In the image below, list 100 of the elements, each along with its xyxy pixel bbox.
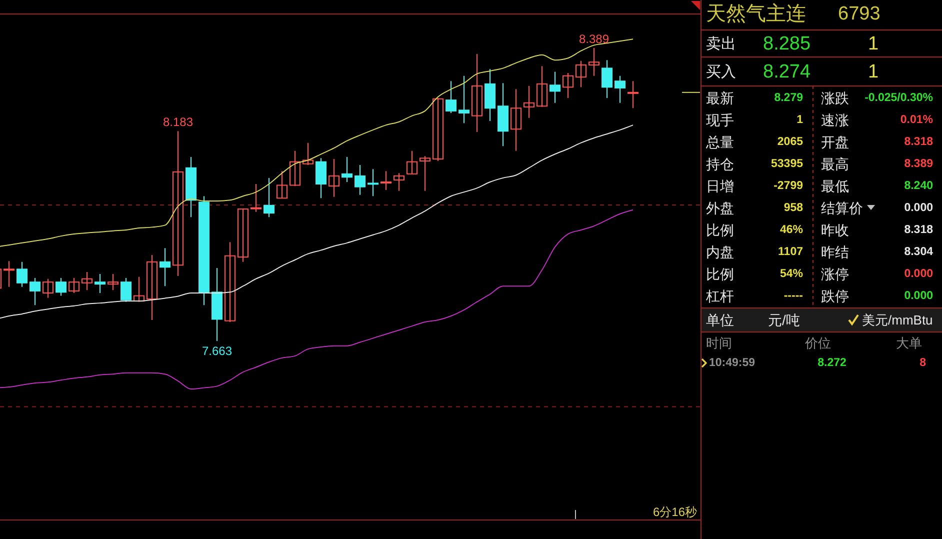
text: 8.274 [763, 62, 811, 82]
text: 单位 [706, 312, 734, 328]
text: 10:49:59 [709, 357, 756, 369]
text: 1 [796, 114, 804, 126]
text: 元/吨 [768, 312, 800, 328]
text: 现手 [706, 112, 734, 128]
candlestick [30, 278, 40, 306]
text: 1 [868, 34, 879, 54]
text: 最高 [821, 156, 849, 172]
candlestick [42, 278, 54, 298]
text: 8 [920, 357, 927, 369]
text: 1107 [778, 246, 803, 258]
candlestick [458, 75, 470, 124]
text: 涨跌 [821, 90, 849, 106]
text: 8.304 [904, 246, 934, 258]
candlestick [316, 158, 326, 199]
text: 昨结 [821, 244, 849, 260]
text: 价位 [804, 336, 831, 350]
candlestick [550, 71, 560, 104]
text: 8.389 [904, 158, 933, 170]
candlestick [562, 72, 574, 99]
candlestick [342, 156, 352, 182]
text: 最低 [821, 178, 849, 194]
candlestick [68, 278, 80, 294]
text: 6分16秒 [652, 505, 697, 519]
candlestick [432, 98, 444, 162]
text: 8.240 [904, 180, 933, 192]
candlestick [56, 278, 66, 296]
text: 昨收 [821, 222, 849, 238]
candlestick [602, 60, 612, 99]
candlestick [160, 248, 170, 287]
candlestick [146, 254, 158, 321]
text: 8.279 [774, 92, 803, 104]
candlestick [250, 184, 262, 212]
candlestick [264, 177, 274, 218]
text: -2799 [774, 180, 803, 192]
candlestick [420, 156, 430, 192]
candlestick [4, 260, 14, 288]
candlestick [328, 158, 340, 198]
annotation: 7.663 [202, 344, 232, 358]
text: 杠杆 [705, 288, 734, 304]
candlestick [628, 80, 638, 109]
text: 天然气主连 [706, 2, 806, 25]
text: 总量 [705, 134, 734, 150]
annotation: 8.183 [162, 115, 194, 130]
text: 日增 [706, 178, 734, 194]
text: 时间 [706, 336, 732, 350]
text: 大单 [896, 336, 922, 350]
candlestick [224, 242, 236, 323]
candlestick [276, 170, 288, 199]
candlestick [394, 172, 404, 192]
text: 54% [780, 268, 803, 280]
candlestick [354, 164, 366, 196]
text: 0.000 [904, 290, 933, 302]
text: 内盘 [706, 244, 734, 260]
candlestick [94, 274, 106, 294]
text: 53395 [771, 158, 804, 170]
text: 持仓 [706, 156, 734, 172]
candlestick [82, 271, 92, 291]
text: 比例 [706, 222, 734, 238]
text: 8.318 [904, 136, 934, 148]
candlestick [134, 276, 144, 302]
candlestick [238, 208, 248, 262]
text: 比例 [706, 266, 734, 282]
text: 买入 [706, 64, 736, 80]
candlestick [524, 85, 534, 118]
text: ----- [784, 290, 804, 302]
candlestick [16, 261, 28, 288]
text: 46% [780, 224, 803, 236]
text: 8.285 [763, 34, 811, 54]
text: 6793 [838, 4, 880, 24]
candlestick [576, 60, 586, 88]
annotation: 8.389 [578, 32, 610, 46]
text: 卖出 [706, 36, 736, 52]
candlestick [290, 150, 300, 187]
candlestick [302, 142, 314, 166]
candlestick [380, 170, 392, 191]
candlestick [172, 130, 184, 277]
candlestick [108, 274, 118, 291]
candlestick [614, 75, 626, 104]
text: 0.000 [904, 202, 933, 214]
text: 8.318 [904, 224, 934, 236]
text: 跌停 [821, 288, 849, 304]
text: 0.000 [904, 268, 933, 280]
text: 结算价 [821, 200, 863, 216]
text: 开盘 [821, 134, 849, 150]
text: 最新 [706, 90, 734, 106]
text: 外盘 [706, 200, 734, 216]
candlestick [120, 278, 132, 302]
candlestick [510, 88, 522, 152]
text: 958 [784, 202, 804, 214]
candlestick [588, 48, 600, 76]
candlestick [536, 66, 548, 108]
text: 8.272 [818, 357, 846, 369]
candlestick [406, 150, 418, 174]
candlestick [446, 80, 456, 114]
text: -0.025/0.30% [864, 92, 933, 104]
text: 涨停 [821, 266, 849, 282]
candlestick [368, 168, 378, 197]
text: 速涨 [821, 112, 849, 128]
